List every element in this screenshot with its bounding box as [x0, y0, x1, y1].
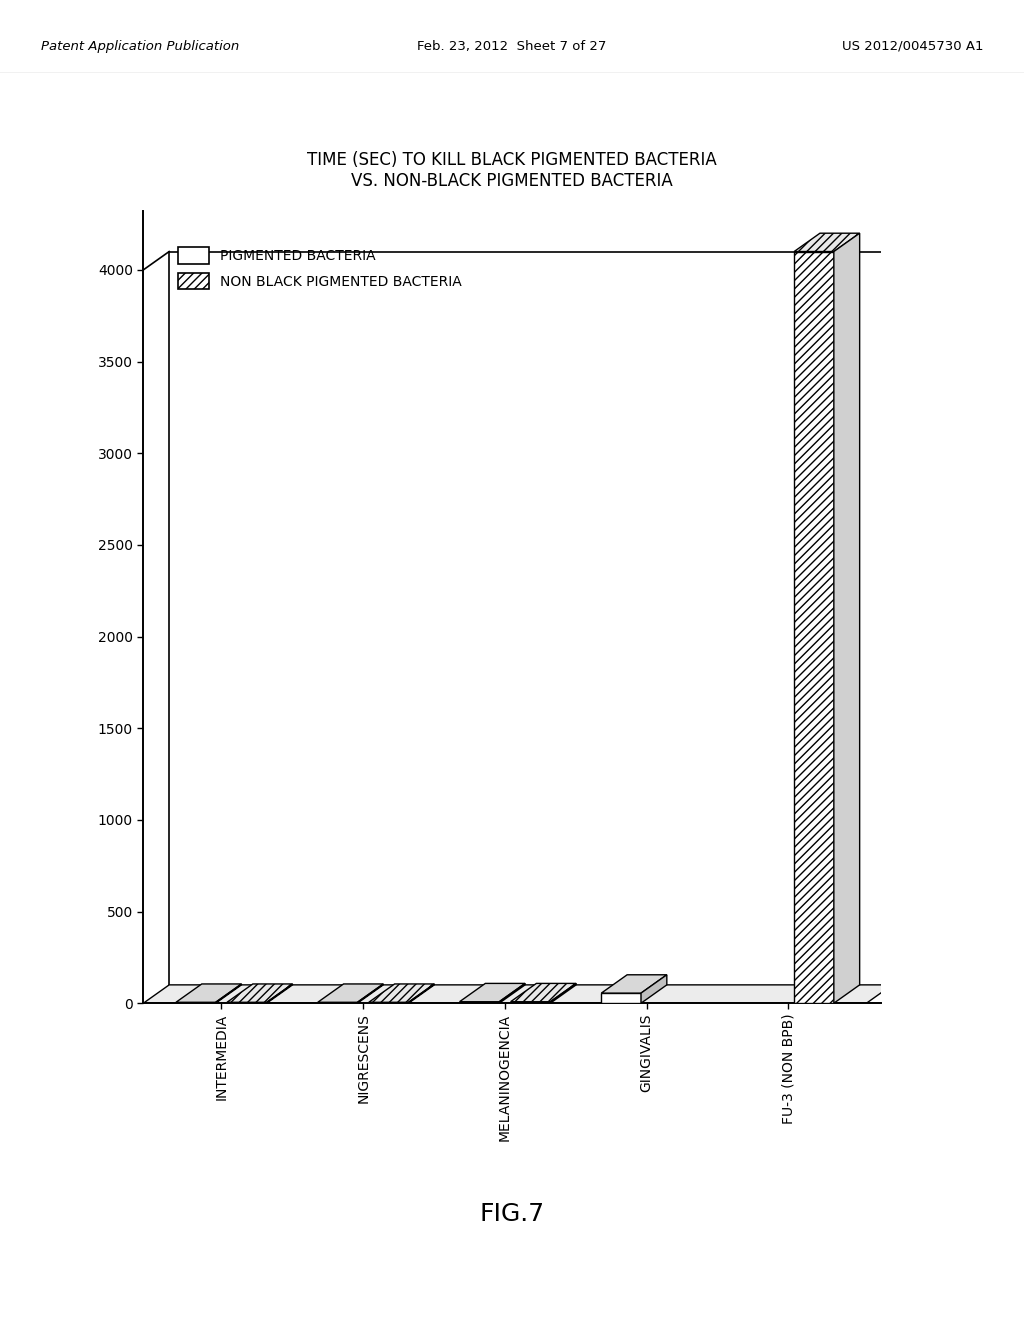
Text: Feb. 23, 2012  Sheet 7 of 27: Feb. 23, 2012 Sheet 7 of 27 [418, 40, 606, 53]
Polygon shape [500, 983, 525, 1003]
Polygon shape [266, 983, 293, 1003]
Polygon shape [795, 234, 860, 252]
FancyBboxPatch shape [601, 993, 641, 1003]
Polygon shape [143, 985, 892, 1003]
FancyBboxPatch shape [511, 1002, 550, 1003]
Polygon shape [317, 983, 383, 1002]
Polygon shape [176, 983, 242, 1002]
Polygon shape [641, 974, 667, 1003]
Polygon shape [216, 983, 242, 1003]
Polygon shape [369, 983, 434, 1002]
Polygon shape [511, 983, 577, 1002]
Polygon shape [409, 983, 434, 1003]
Title: TIME (SEC) TO KILL BLACK PIGMENTED BACTERIA
VS. NON-BLACK PIGMENTED BACTERIA: TIME (SEC) TO KILL BLACK PIGMENTED BACTE… [307, 152, 717, 190]
Polygon shape [834, 234, 860, 1003]
FancyBboxPatch shape [460, 1002, 500, 1003]
Text: Patent Application Publication: Patent Application Publication [41, 40, 240, 53]
Polygon shape [601, 974, 667, 993]
Text: US 2012/0045730 A1: US 2012/0045730 A1 [842, 40, 983, 53]
Text: FIG.7: FIG.7 [479, 1203, 545, 1226]
Legend: PIGMENTED BACTERIA, NON BLACK PIGMENTED BACTERIA: PIGMENTED BACTERIA, NON BLACK PIGMENTED … [172, 242, 467, 294]
FancyBboxPatch shape [795, 252, 834, 1003]
Polygon shape [550, 983, 577, 1003]
Polygon shape [357, 983, 383, 1003]
Polygon shape [227, 983, 293, 1002]
Polygon shape [460, 983, 525, 1002]
